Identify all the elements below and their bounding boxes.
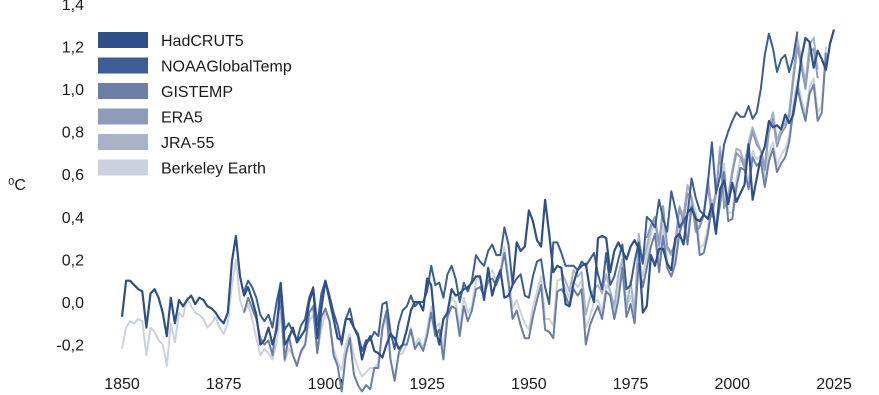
y-tick-label: 0,4 <box>62 210 84 227</box>
legend-swatch <box>98 108 148 125</box>
x-tick-label: 2025 <box>816 376 852 393</box>
x-tick-label: 2000 <box>714 376 750 393</box>
legend-swatch <box>98 57 148 74</box>
y-tick-label: 0,8 <box>62 125 84 142</box>
y-tick-label: -0,2 <box>56 338 84 355</box>
y-tick-label: 0,0 <box>62 295 84 312</box>
x-tick-label: 1975 <box>613 376 649 393</box>
series-line-noaaglobaltemp <box>243 31 799 352</box>
legend-label: HadCRUT5 <box>161 33 244 50</box>
series-line-gistemp <box>243 52 827 393</box>
y-tick-label: 1,0 <box>62 82 84 99</box>
y-tick-label: 1,4 <box>62 0 84 14</box>
y-tick-label: 1,2 <box>62 39 84 56</box>
x-tick-label: 1900 <box>308 376 344 393</box>
y-axis-tick-labels: -0,2 0,0 0,2 0,4 0,6 0,8 1,0 1,2 1,4 <box>56 0 84 355</box>
legend-label: Berkeley Earth <box>161 161 266 178</box>
x-tick-label: 1850 <box>104 376 140 393</box>
y-tick-label: 0,2 <box>62 252 84 269</box>
legend-label: GISTEMP <box>161 84 233 101</box>
x-tick-label: 1950 <box>511 376 547 393</box>
x-tick-label: 1875 <box>206 376 242 393</box>
series-line-hadcrut5 <box>120 29 836 361</box>
series-lines <box>120 29 836 393</box>
y-axis-unit-label: ⁰C <box>8 177 26 194</box>
legend-swatch <box>98 134 148 150</box>
legend-swatch <box>98 159 148 176</box>
legend: HadCRUT5 NOAAGlobalTemp GISTEMP ERA5 JRA-55 B… <box>98 32 292 178</box>
x-axis-tick-labels: 1850 1875 1900 1925 1950 1975 2000 2025 <box>104 376 852 393</box>
legend-label: JRA-55 <box>161 135 214 152</box>
legend-swatch <box>98 83 148 99</box>
legend-label: ERA5 <box>161 110 203 127</box>
x-tick-label: 1925 <box>409 376 445 393</box>
legend-swatch <box>98 32 148 48</box>
legend-label: NOAAGlobalTemp <box>161 59 292 76</box>
y-tick-label: 0,6 <box>62 167 84 184</box>
series-line-jra-55 <box>560 36 819 316</box>
